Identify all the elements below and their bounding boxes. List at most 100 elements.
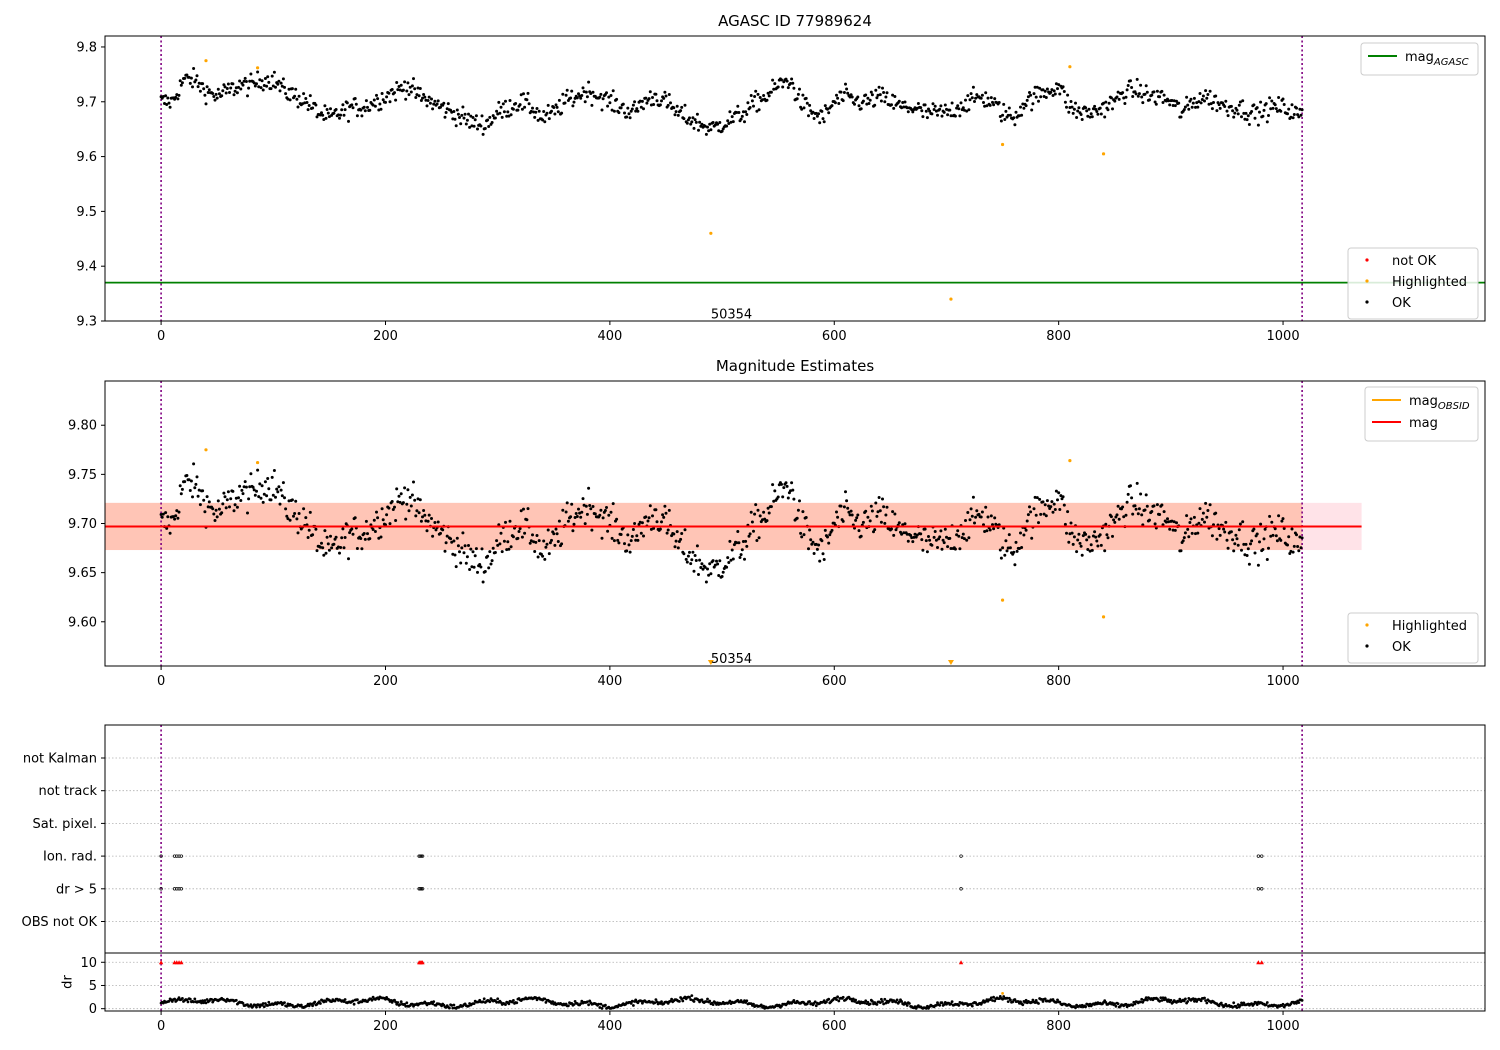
ok-point: [1168, 103, 1172, 107]
ok-point: [984, 505, 988, 509]
flag-row-label: Sat. pixel.: [33, 817, 97, 832]
ok-point: [676, 546, 680, 550]
ok-point: [1229, 104, 1233, 108]
ok-point: [1008, 113, 1012, 117]
ok-point: [266, 477, 270, 480]
ok-point: [458, 116, 461, 119]
ok-point: [660, 99, 663, 103]
flag-point: [175, 887, 179, 891]
y-tick-label: 9.65: [68, 566, 97, 581]
ok-point: [645, 101, 649, 105]
ok-point: [409, 504, 413, 508]
ok-point: [903, 100, 907, 104]
ok-point: [1250, 110, 1254, 113]
ok-point: [1198, 507, 1202, 511]
ok-point: [473, 118, 477, 122]
ok-point: [631, 103, 635, 107]
ok-point: [196, 494, 200, 498]
dr-point: [1040, 998, 1044, 1001]
ok-point: [541, 118, 545, 122]
dr-point: [700, 998, 704, 1002]
ok-point: [741, 540, 745, 543]
ok-point: [619, 106, 623, 110]
ok-point: [833, 101, 837, 105]
ok-point: [694, 120, 698, 124]
dr-point: [688, 995, 691, 999]
ok-point: [1015, 549, 1019, 553]
ok-point: [550, 538, 553, 542]
ok-point: [598, 95, 602, 99]
ok-point: [1109, 96, 1113, 100]
ok-point: [221, 502, 225, 506]
dr-point: [864, 999, 868, 1003]
dr-point: [405, 1001, 409, 1005]
ok-point: [900, 532, 904, 536]
ok-point: [1295, 106, 1298, 110]
ok-point: [694, 559, 698, 562]
ok-point: [1102, 101, 1105, 105]
ok-point: [985, 529, 989, 533]
ok-point: [1217, 103, 1221, 107]
ok-point: [1035, 85, 1039, 89]
ok-point: [979, 515, 983, 519]
ok-point: [1038, 86, 1042, 90]
ok-point: [753, 512, 757, 516]
dr-point: [850, 999, 854, 1003]
flag-point: [1260, 854, 1264, 858]
y-tick-label: 9.4: [76, 260, 97, 275]
ok-point: [970, 514, 974, 518]
ok-point: [623, 542, 626, 546]
ok-point: [233, 89, 237, 93]
ok-point: [1269, 534, 1273, 538]
ok-point: [955, 533, 959, 537]
dr-point: [1205, 1001, 1209, 1005]
ok-point: [1141, 101, 1145, 105]
ok-point: [1007, 106, 1011, 110]
ok-point: [731, 557, 735, 561]
ok-point: [792, 497, 796, 501]
dr-point: [495, 1000, 498, 1004]
ok-point: [936, 113, 939, 117]
ok-point: [262, 84, 266, 87]
dr-point: [1041, 1000, 1045, 1003]
ok-point: [1085, 109, 1089, 113]
ok-point: [663, 504, 667, 508]
ok-point: [1160, 503, 1164, 507]
ok-point: [1150, 93, 1154, 97]
ok-point: [869, 90, 873, 94]
ok-point: [545, 542, 549, 546]
ok-point: [198, 503, 202, 507]
dr-point: [586, 1000, 589, 1004]
ok-point: [984, 91, 988, 95]
ok-point: [893, 512, 897, 516]
ok-point: [590, 103, 594, 107]
dr-point: [224, 1000, 228, 1003]
ok-point: [560, 111, 564, 115]
ok-point: [839, 90, 843, 94]
ok-point: [844, 82, 847, 86]
ok-point: [999, 119, 1003, 123]
ok-point: [1116, 504, 1120, 508]
ok-point: [489, 562, 493, 566]
ok-point: [419, 99, 423, 102]
ok-point: [817, 112, 821, 116]
ok-point: [593, 512, 597, 516]
ok-point: [569, 96, 573, 100]
ok-point: [187, 75, 191, 79]
ok-point: [934, 538, 938, 542]
ok-point: [1139, 492, 1143, 496]
ok-point: [454, 124, 458, 128]
ok-point: [423, 513, 427, 517]
dr-point: [630, 999, 634, 1003]
legend-point-swatch: [1365, 258, 1369, 262]
dr-point: [600, 1007, 604, 1010]
ok-point: [1103, 115, 1107, 119]
ok-point: [1099, 543, 1103, 547]
ok-point: [478, 563, 482, 566]
dr-point: [1024, 998, 1028, 1002]
ok-point: [1028, 91, 1031, 94]
ok-point: [1196, 531, 1200, 535]
ok-point: [293, 512, 297, 515]
ok-point: [965, 109, 969, 113]
